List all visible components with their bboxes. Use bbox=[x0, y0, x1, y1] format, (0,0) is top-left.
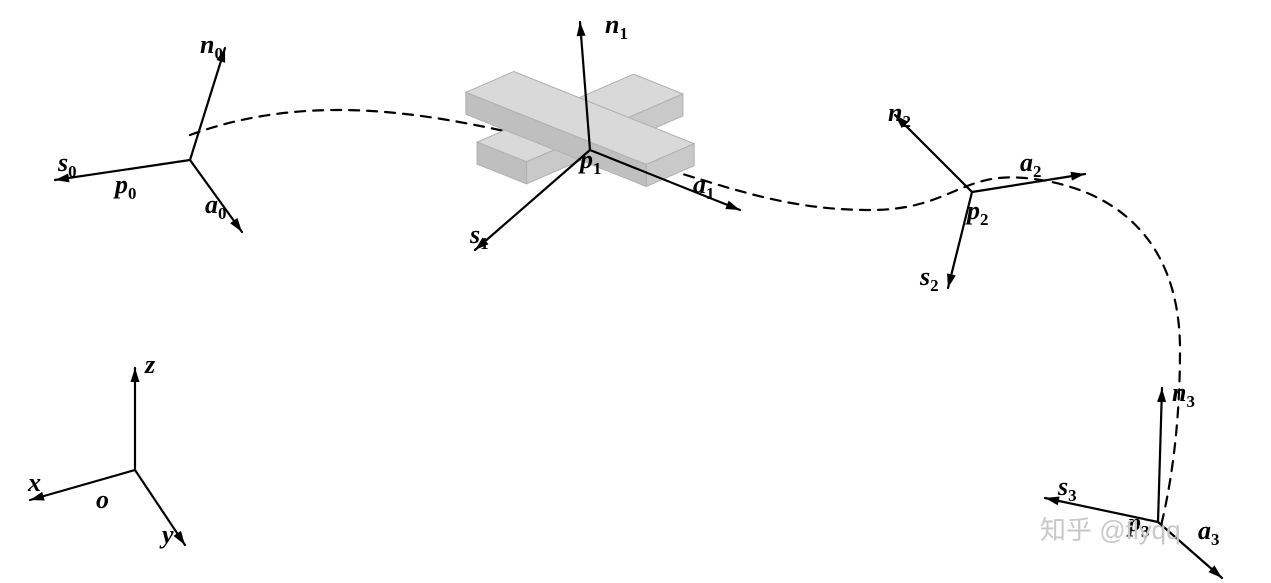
label-s0: s0 bbox=[58, 148, 77, 182]
label-s2: s2 bbox=[920, 262, 939, 296]
label-a1: a1 bbox=[693, 170, 714, 204]
label-n3: n3 bbox=[1172, 378, 1195, 412]
diagram-canvas bbox=[0, 0, 1271, 583]
label-a3: a3 bbox=[1198, 516, 1219, 550]
label-s3: s3 bbox=[1058, 472, 1077, 506]
label-x: x bbox=[28, 468, 41, 498]
label-n0: n0 bbox=[200, 30, 223, 64]
label-n2: n2 bbox=[888, 98, 911, 132]
label-a0: a0 bbox=[205, 190, 226, 224]
label-p1: p1 bbox=[580, 145, 601, 179]
label-p0: p0 bbox=[115, 170, 136, 204]
label-n1: n1 bbox=[605, 10, 628, 44]
label-z: z bbox=[145, 350, 155, 380]
label-y: y bbox=[162, 520, 174, 550]
watermark: 知乎 @flyqq bbox=[1040, 510, 1181, 547]
label-s1: s1 bbox=[470, 220, 489, 254]
label-o: o bbox=[96, 485, 109, 515]
label-a2: a2 bbox=[1020, 148, 1041, 182]
label-p2: p2 bbox=[967, 196, 988, 230]
